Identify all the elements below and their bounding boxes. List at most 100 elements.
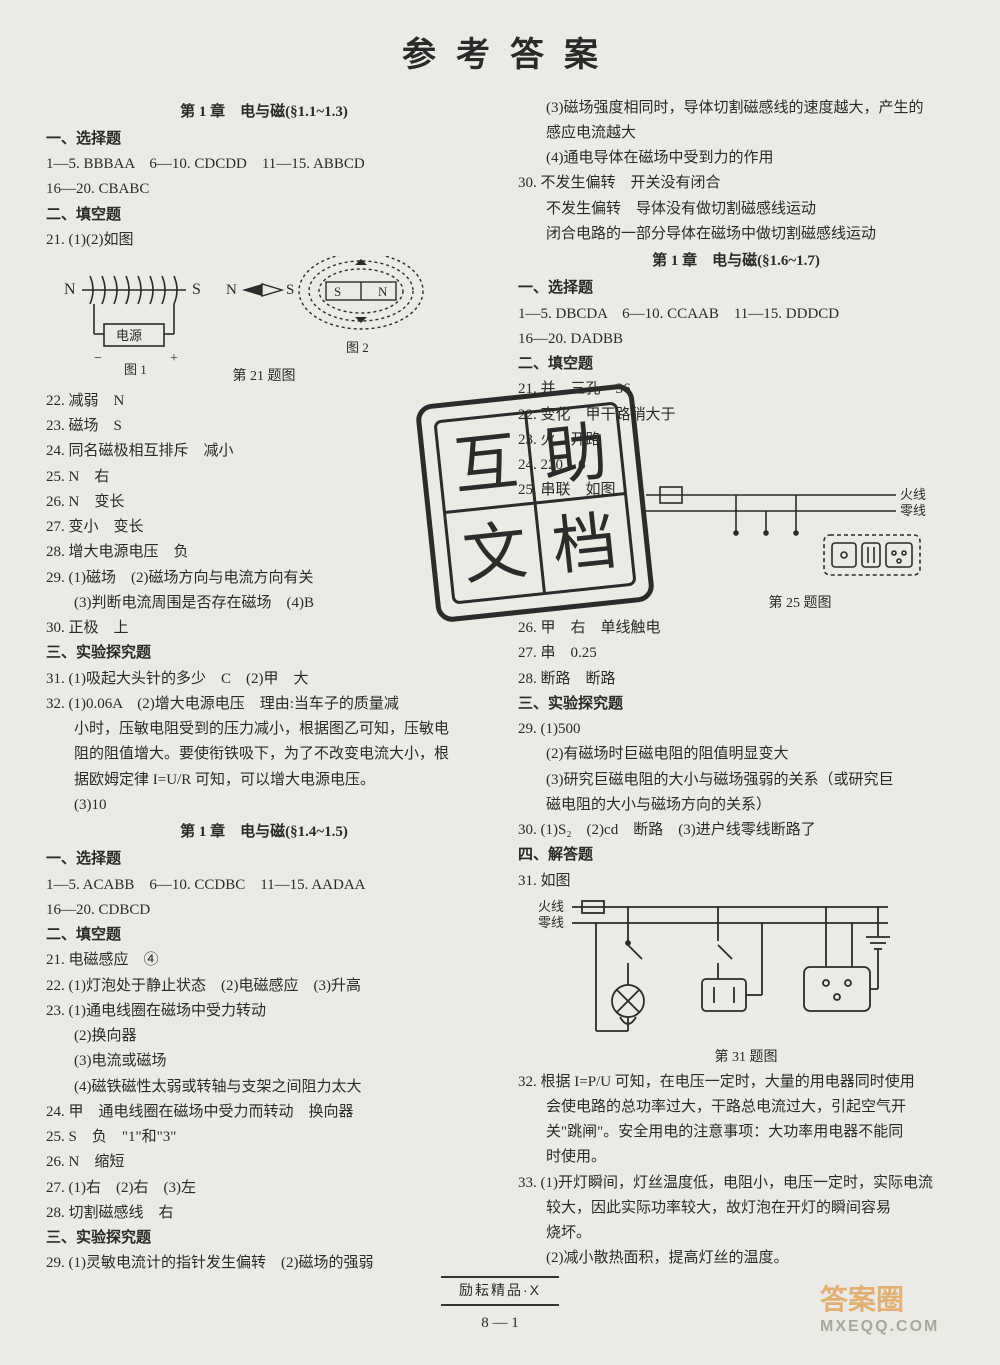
answer-row: (4)磁铁磁性太弱或转轴与支架之间阻力太大	[46, 1076, 482, 1099]
svg-text:电源: 电源	[116, 328, 142, 343]
answer-row: 22. (1)灯泡处于静止状态 (2)电磁感应 (3)升高	[46, 975, 482, 998]
answer-row: 29. (1)灵敏电流计的指针发生偏转 (2)磁场的强弱	[46, 1252, 482, 1275]
answer-row: 较大，因此实际功率较大，故灯泡在开灯的瞬间容易	[518, 1197, 954, 1220]
answer-row: 24. 甲 通电线圈在磁场中受力而转动 换向器	[46, 1101, 482, 1124]
answer-row: 关"跳闸"。安全用电的注意事项：大功率用电器不能同	[518, 1121, 954, 1144]
answer-row: 23. 火 开路	[518, 429, 954, 452]
answer-row: 23. (1)通电线圈在磁场中受力转动	[46, 1000, 482, 1023]
answer-row: 29. (1)500	[518, 718, 954, 741]
answer-row: 22. 变化 甲干路稍大于	[518, 404, 954, 427]
svg-text:N: N	[64, 281, 76, 298]
answer-row: 30. 正极 上	[46, 617, 482, 640]
answer-row: 28. 断路 断路	[518, 668, 954, 691]
svg-text:S: S	[286, 282, 294, 298]
figure-31: 火线 零线	[538, 897, 954, 1069]
fig25-svg: 火线 零线	[646, 483, 936, 593]
left-sec2-title: 第 1 章 电与磁(§1.4~1.5)	[46, 821, 482, 844]
left-sec1-title: 第 1 章 电与磁(§1.1~1.3)	[46, 101, 482, 124]
svg-text:图 1: 图 1	[124, 362, 147, 376]
left-column: 第 1 章 电与磁(§1.1~1.3) 一、选择题 1—5. BBBAA 6—1…	[46, 97, 482, 1278]
heading-exp-1: 三、实验探究题	[46, 642, 482, 665]
fig21-caption: 第 21 题图	[46, 366, 482, 388]
answer-row: 1—5. DBCDA 6—10. CCAAB 11—15. DDDCD	[518, 303, 954, 326]
fig31-svg: 火线 零线	[538, 897, 898, 1047]
answer-row: 22. 减弱 N	[46, 390, 482, 413]
answer-row: 时使用。	[518, 1146, 954, 1169]
answer-row: 16—20. DADBB	[518, 328, 954, 351]
answer-row: (2)换向器	[46, 1025, 482, 1048]
svg-text:S: S	[334, 284, 341, 299]
answer-row: 烧坏。	[518, 1222, 954, 1245]
svg-text:答案圈: 答案圈	[820, 1283, 904, 1315]
answer-row: (3)磁场强度相同时，导体切割磁感线的速度越大，产生的	[518, 97, 954, 120]
heading-exp-3: 三、实验探究题	[518, 693, 954, 716]
q21-lead: 21. (1)(2)如图	[46, 229, 482, 252]
answer-row: 27. (1)右 (2)右 (3)左	[46, 1177, 482, 1200]
answer-row: (3)电流或磁场	[46, 1050, 482, 1073]
answer-row: 小时，压敏电阻受到的压力减小，根据图乙可知，压敏电	[46, 718, 482, 741]
figure-21: N S 电源 − + 图 1	[46, 256, 482, 388]
answer-row: 26. 甲 右 单线触电	[518, 617, 954, 640]
heading-choice-1: 一、选择题	[46, 128, 482, 151]
answer-row: (3)10	[46, 794, 482, 817]
answer-row: 26. N 变长	[46, 491, 482, 514]
answer-row: 24. 同名磁极相互排斥 减小	[46, 440, 482, 463]
heading-exp-2: 三、实验探究题	[46, 1227, 482, 1250]
answer-row: 23. 磁场 S	[46, 415, 482, 438]
fig25-caption: 第 25 题图	[646, 593, 954, 615]
answer-row: 据欧姆定律 I=U/R 可知，可以增大电源电压。	[46, 769, 482, 792]
svg-text:N: N	[226, 282, 237, 298]
answer-row: 24. 220 6	[518, 454, 954, 477]
heading-choice-2: 一、选择题	[46, 848, 482, 871]
svg-text:N: N	[378, 284, 388, 299]
svg-text:图 2: 图 2	[346, 340, 369, 355]
right-column: (3)磁场强度相同时，导体切割磁感线的速度越大，产生的 感应电流越大 (4)通电…	[518, 97, 954, 1278]
answer-row: (3)判断电流周围是否存在磁场 (4)B	[46, 592, 482, 615]
answer-row: 感应电流越大	[518, 122, 954, 145]
heading-fill-3: 二、填空题	[518, 353, 954, 376]
answer-row: 16—20. CDBCD	[46, 899, 482, 922]
answer-row: 27. 变小 变长	[46, 516, 482, 539]
svg-text:+: +	[170, 351, 178, 366]
answer-row: 28. 切割磁感线 右	[46, 1202, 482, 1225]
fig21-svg: N S 电源 − + 图 1	[46, 256, 426, 376]
answer-row: 会使电路的总功率过大，干路总电流过大，引起空气开	[518, 1096, 954, 1119]
answer-row: 闭合电路的一部分导体在磁场中做切割磁感线运动	[518, 223, 954, 246]
svg-text:−: −	[94, 351, 102, 366]
answer-row: 不发生偏转 导体没有做切割磁感线运动	[518, 198, 954, 221]
answer-row: 28. 增大电源电压 负	[46, 541, 482, 564]
answer-row: (3)研究巨磁电阻的大小与磁场强弱的关系（或研究巨	[518, 769, 954, 792]
watermark-logo: 答案圈 MXEQQ.COM	[814, 1279, 964, 1339]
answer-row: 32. (1)0.06A (2)增大电源电压 理由:当车子的质量减	[46, 693, 482, 716]
answer-row: 27. 串 0.25	[518, 642, 954, 665]
answer-row: 31. (1)吸起大头针的多少 C (2)甲 大	[46, 668, 482, 691]
page-title: 参考答案	[66, 30, 954, 83]
answer-row: 1—5. BBBAA 6—10. CDCDD 11—15. ABBCD	[46, 153, 482, 176]
answer-row: 25. N 右	[46, 466, 482, 489]
svg-text:零线: 零线	[900, 503, 926, 518]
q25-lead: 25. 串联 如图	[518, 479, 638, 502]
heading-choice-3: 一、选择题	[518, 277, 954, 300]
answer-row: 磁电阻的大小与磁场方向的关系）	[518, 794, 954, 817]
answer-row: 21. 并 三孔 36	[518, 378, 954, 401]
answer-row: 26. N 缩短	[46, 1151, 482, 1174]
heading-fill-1: 二、填空题	[46, 204, 482, 227]
answer-row: 30. (1)S₂ (2)cd 断路 (3)进户线零线断路了	[518, 819, 954, 842]
answer-row: 21. 电磁感应 ④	[46, 949, 482, 972]
fig31-caption: 第 31 题图	[538, 1047, 954, 1069]
answer-row: (4)通电导体在磁场中受到力的作用	[518, 147, 954, 170]
heading-fill-2: 二、填空题	[46, 924, 482, 947]
heading-solve: 四、解答题	[518, 844, 954, 867]
answer-row: (2)减小散热面积，提高灯丝的温度。	[518, 1247, 954, 1270]
right-sec3-title: 第 1 章 电与磁(§1.6~1.7)	[518, 250, 954, 273]
answer-row: 25. S 负 "1"和"3"	[46, 1126, 482, 1149]
svg-text:S: S	[192, 281, 201, 298]
answer-row: (2)有磁场时巨磁电阻的阻值明显变大	[518, 743, 954, 766]
answer-row: 33. (1)开灯瞬间，灯丝温度低，电阻小，电压一定时，实际电流	[518, 1172, 954, 1195]
figure-25: 火线 零线	[646, 483, 954, 615]
footer-label: 励耘精品·X	[441, 1276, 559, 1306]
svg-text:MXEQQ.COM: MXEQQ.COM	[820, 1318, 939, 1335]
answer-row: 16—20. CBABC	[46, 178, 482, 201]
svg-text:火线: 火线	[900, 487, 926, 502]
content-columns: 第 1 章 电与磁(§1.1~1.3) 一、选择题 1—5. BBBAA 6—1…	[46, 97, 954, 1278]
